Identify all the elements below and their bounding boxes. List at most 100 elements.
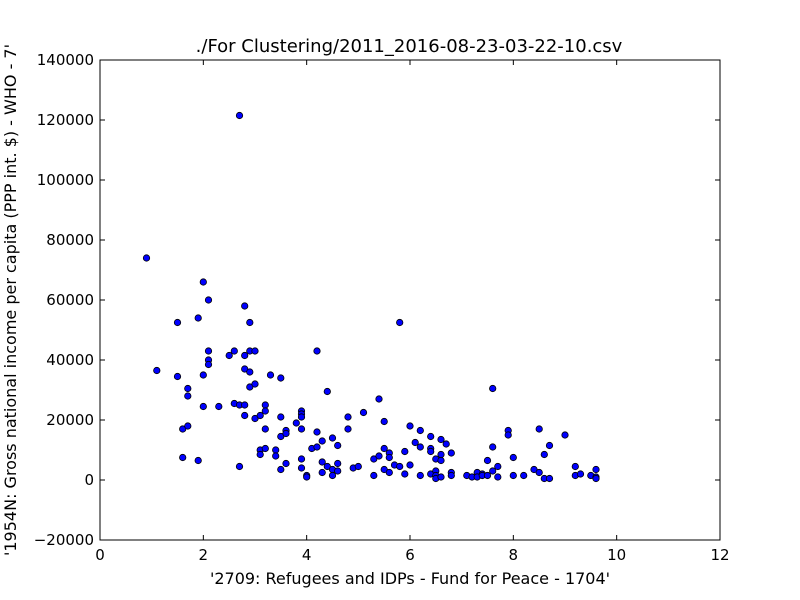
data-point [437, 456, 445, 465]
y-tick-label: 0 [84, 471, 94, 489]
data-point [401, 470, 409, 478]
data-point [396, 462, 404, 471]
data-point [184, 422, 192, 430]
data-point [385, 453, 393, 462]
data-point [323, 462, 331, 471]
data-point [313, 443, 321, 451]
data-point [328, 471, 337, 480]
data-point [406, 422, 414, 430]
data-point [266, 371, 275, 379]
data-point [277, 432, 285, 441]
data-point [561, 431, 569, 439]
data-point [261, 444, 269, 453]
data-point [318, 468, 326, 477]
data-point [489, 467, 497, 475]
data-point [199, 371, 207, 379]
data-point [173, 318, 182, 327]
data-point [494, 473, 502, 481]
data-point [520, 471, 528, 480]
data-point [328, 434, 337, 442]
chart-title: ./For Clustering/2011_2016-08-23-03-22-1… [196, 36, 623, 57]
data-point [142, 254, 151, 262]
y-tick-label: 120000 [37, 111, 94, 129]
data-point [256, 411, 264, 420]
x-axis-label: '2709: Refugees and IDPs - Fund for Peac… [210, 569, 610, 588]
y-tick-label: 140000 [37, 51, 94, 69]
y-tick-label: 80000 [46, 231, 94, 249]
data-point [494, 462, 502, 471]
data-point [344, 425, 352, 433]
data-point [282, 429, 290, 438]
data-point [277, 374, 285, 382]
x-tick-label: 4 [302, 546, 312, 564]
data-point [184, 384, 192, 393]
data-point [318, 437, 326, 445]
y-axis-label: '1954N: Gross national income per capita… [1, 44, 20, 556]
data-point [437, 450, 445, 459]
data-point [199, 278, 207, 286]
data-point [215, 402, 223, 411]
data-point [184, 392, 192, 400]
data-point [261, 407, 269, 415]
data-point [530, 465, 538, 474]
data-point [509, 471, 517, 480]
data-point [396, 318, 404, 327]
data-point [401, 447, 409, 456]
data-point [297, 464, 306, 472]
data-point [535, 425, 543, 433]
data-point [334, 459, 342, 468]
data-point [411, 438, 419, 447]
y-tick-label: −20000 [34, 531, 94, 549]
axis-ticks: 0 2 4 6 8 10 12−200000200004000060000800001000… [34, 51, 730, 564]
data-point [323, 387, 331, 396]
data-point [277, 465, 285, 474]
data-point [251, 414, 259, 423]
data-point [375, 452, 383, 460]
data-point [297, 455, 306, 463]
data-point [251, 347, 259, 355]
data-point [303, 473, 311, 481]
x-tick-label: 12 [710, 546, 729, 564]
data-point [246, 318, 254, 327]
x-tick-label: 2 [199, 546, 209, 564]
data-point [235, 111, 244, 120]
x-tick-label: 10 [607, 546, 626, 564]
data-point [297, 413, 306, 421]
data-point [359, 408, 368, 417]
data-point [375, 395, 383, 403]
data-point [385, 468, 393, 477]
data-point [241, 302, 249, 310]
data-point [235, 462, 244, 471]
data-point [576, 470, 585, 478]
data-point [282, 459, 290, 468]
data-point [442, 440, 450, 448]
data-point [297, 425, 306, 433]
data-point [489, 384, 497, 393]
x-tick-label: 6 [405, 546, 415, 564]
data-point [251, 380, 259, 388]
data-point [179, 453, 187, 462]
data-point [313, 428, 321, 436]
data-point [509, 453, 517, 462]
data-point [489, 443, 497, 451]
data-point [344, 413, 352, 421]
data-point [261, 401, 269, 409]
data-point [370, 455, 378, 463]
data-point [571, 462, 579, 471]
y-tick-label: 20000 [46, 411, 94, 429]
data-point [504, 431, 512, 439]
data-point [427, 432, 435, 441]
data-point [354, 462, 362, 471]
data-point [416, 443, 424, 451]
data-point [380, 444, 388, 453]
data-point [246, 368, 254, 376]
data-point [427, 447, 435, 456]
data-point [199, 402, 207, 411]
data-point [447, 449, 455, 457]
data-point [334, 441, 342, 450]
data-point [241, 411, 249, 420]
data-point [406, 461, 414, 469]
data-point [246, 383, 254, 391]
data-point [241, 351, 249, 360]
